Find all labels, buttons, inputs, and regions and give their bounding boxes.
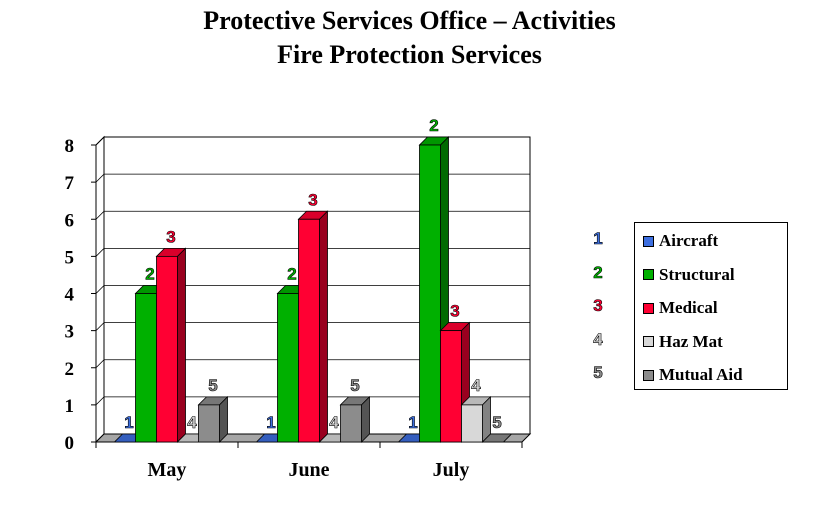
data-label: 3 [166,227,175,246]
legend-entry: Mutual Aid [643,365,743,385]
gridline [95,285,530,294]
legend-key-number: 5 [593,363,603,383]
data-label: 4 [187,413,197,432]
legend-label: Medical [659,298,718,317]
x-tick-label: June [288,459,329,481]
y-tick-label: 3 [65,322,75,343]
data-label: 1 [408,413,417,432]
legend-entry: Structural [643,265,735,285]
y-tick-label: 6 [65,210,75,231]
bar-front [277,293,299,443]
data-label: 2 [429,116,438,135]
legend-label: Structural [659,264,735,284]
bar-front [156,255,178,443]
bar-front [198,404,220,443]
chart-title-line-1: Protective Services Office – Activities [203,6,616,35]
bar-front [419,144,441,443]
data-label: 3 [308,190,317,209]
gridline [95,247,530,257]
bar-side [319,210,328,443]
data-label: 2 [287,265,296,284]
legend-swatch [643,269,654,280]
y-tick-labels: 0 1 2 3 4 5 6 7 8 [65,136,96,454]
legend-swatch [643,369,654,381]
legend-swatch [643,302,654,314]
legend-key-number: 4 [593,329,603,349]
legend-label: Mutual Aid [659,365,743,384]
bar-medical-june [297,210,329,443]
gridline [95,396,530,406]
legend-entry: Medical [643,298,718,318]
y-tick-label: 1 [65,396,75,417]
bar-mutual-aid-june [339,395,371,443]
legend-label: Haz Mat [659,331,723,351]
y-tick-label: 0 [65,433,75,454]
bar-front [461,404,483,443]
chart-title: Protective Services Office – Activities … [0,4,819,72]
legend-swatch [643,336,654,347]
bars [113,136,513,443]
data-label: 1 [266,413,275,432]
gridline [95,136,530,146]
legend-key-number: 1 [593,229,603,249]
data-label: 5 [350,376,359,395]
chart-title-line-2: Fire Protection Services [277,40,542,69]
bar-side [177,247,186,443]
y-tick-label: 4 [65,285,75,306]
legend-swatch [643,235,654,247]
data-label: 1 [124,413,133,432]
legend-label: Aircraft [659,231,719,250]
data-label: 5 [492,413,501,432]
gridline [95,210,530,220]
y-tick-label: 2 [65,359,75,380]
legend-entry: Aircraft [643,231,718,251]
legend-key-number: 3 [593,296,603,316]
gridline [95,173,530,183]
gridline [95,359,530,369]
legend: Aircraft Structural Medical Haz Mat Mutual A… [634,222,788,390]
y-tick-label: 7 [65,173,75,194]
data-label: 4 [329,413,339,432]
data-label: 5 [208,376,217,395]
data-label: 4 [471,376,481,395]
x-tick-label: May [148,459,187,481]
y-tick-label: 5 [65,247,75,268]
bar-mutual-aid-july [481,433,513,443]
bar-front [340,404,362,443]
gridline [95,322,530,331]
legend-key-number: 2 [593,262,603,282]
bar-front [440,330,462,443]
x-tick-label: July [433,459,470,481]
bar-side [219,395,228,443]
data-label: 3 [450,302,459,321]
bar-front [135,293,157,443]
bar-mutual-aid-may [197,395,229,443]
data-label: 2 [145,265,154,284]
bar-top [481,433,513,443]
bar-front [298,218,320,443]
bar-haz-mat-july [460,395,492,443]
bar-medical-may [155,247,187,443]
bar-side [361,395,370,443]
legend-entry: Haz Mat [643,332,723,352]
y-tick-label: 8 [65,136,75,157]
